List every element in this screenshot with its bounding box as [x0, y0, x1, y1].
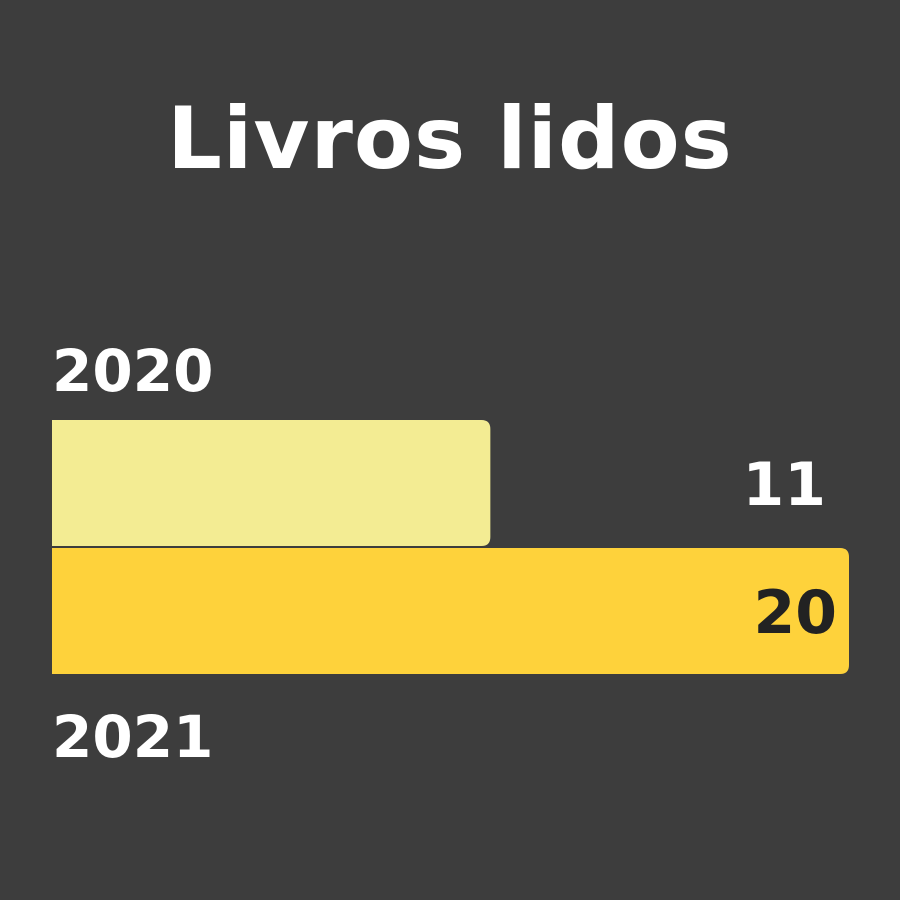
bar-2021: [52, 548, 849, 674]
value-label-2020: 11: [743, 450, 827, 520]
chart-title: Livros lidos: [167, 89, 733, 189]
category-label-2020: 2020: [52, 337, 214, 405]
category-label-2021: 2021: [52, 703, 214, 771]
value-label-2021: 20: [754, 578, 838, 648]
bar-2020: [52, 420, 491, 546]
